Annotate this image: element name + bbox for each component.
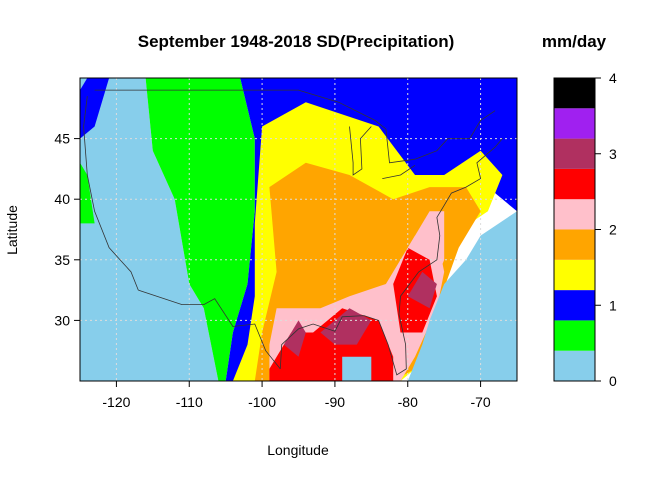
- colorbar-tick-label: 4: [609, 70, 617, 86]
- x-tick-label: -120: [102, 394, 130, 410]
- region-atlantic-dry: [407, 211, 517, 381]
- grid-layer: [80, 78, 517, 381]
- x-tick-label: -90: [325, 394, 345, 410]
- colorbar-bin: [554, 199, 595, 230]
- map-boundary: [382, 164, 416, 179]
- region-louisiana-maroon: [320, 308, 372, 345]
- region-texas-maroon: [283, 320, 306, 357]
- colorbar-tick-label: 2: [609, 222, 617, 238]
- y-tick-label: 45: [54, 131, 70, 147]
- coastline-layer: [83, 89, 503, 376]
- x-tick-label: -100: [248, 394, 276, 410]
- colorbar-bin: [554, 229, 595, 260]
- y-tick-label: 35: [54, 252, 70, 268]
- y-axis-label: Latitude: [4, 205, 20, 255]
- colorbar-bin: [554, 108, 595, 139]
- region-nw-blue-edge: [80, 78, 110, 139]
- region-nw-green-edge: [80, 162, 95, 224]
- map-boundary: [298, 89, 496, 164]
- colorbar-tick-label: 3: [609, 146, 617, 162]
- colorbar-bin: [554, 168, 595, 200]
- colorbar-bin: [554, 290, 595, 321]
- y-tick-label: 30: [54, 312, 70, 328]
- y-tick-label: 40: [54, 191, 70, 207]
- x-axis: -120 -110 -100 -90 -80 -70: [102, 380, 491, 410]
- x-axis-label: Longitude: [267, 442, 329, 458]
- map-boundary: [279, 138, 503, 376]
- colorbar-title: mm/day: [542, 32, 607, 51]
- colorbar-bin: [554, 259, 595, 291]
- x-tick-label: -80: [398, 394, 418, 410]
- chart-title: September 1948-2018 SD(Precipitation): [138, 32, 455, 51]
- colorbar-bin: [554, 138, 595, 169]
- region-intermountain: [145, 78, 255, 381]
- colorbar-bin: [554, 78, 595, 109]
- contour-fill-layer: [80, 78, 517, 381]
- colorbar-tick-label: 0: [609, 373, 617, 389]
- region-gulf-dry: [342, 356, 372, 381]
- colorbar: 0 1 2 3 4: [553, 70, 617, 389]
- map-boundary: [83, 96, 139, 291]
- colorbar-bin: [554, 350, 595, 381]
- region-far-west-dry: [80, 78, 219, 381]
- colorbar-tick-label: 1: [609, 297, 617, 313]
- y-axis: 30 35 40 45: [54, 131, 80, 328]
- x-tick-label: -110: [176, 394, 203, 410]
- map-boundary: [349, 126, 372, 176]
- colorbar-bin: [554, 320, 595, 351]
- x-tick-label: -70: [470, 394, 490, 410]
- region-carolina-maroon: [407, 271, 437, 309]
- map-boundary: [138, 289, 281, 370]
